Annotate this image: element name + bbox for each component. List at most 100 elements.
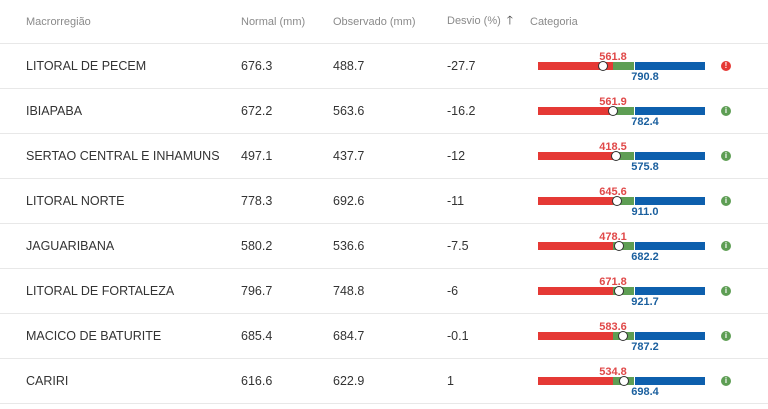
observed-marker — [618, 331, 629, 341]
category-bar — [538, 151, 705, 161]
above-segment — [635, 152, 705, 160]
deviation-value: -27.7 — [447, 59, 476, 73]
upper-threshold: 911.0 — [631, 206, 659, 218]
below-segment — [538, 107, 613, 115]
lower-threshold: 645.6 — [599, 186, 627, 198]
observed-marker — [610, 151, 621, 161]
upper-threshold: 698.4 — [631, 386, 659, 398]
upper-threshold: 575.8 — [631, 161, 659, 173]
above-segment — [635, 377, 705, 385]
normal-segment — [613, 152, 634, 160]
table-row: IBIAPABA 672.2 563.6 -16.2 561.9 782.4 i — [0, 89, 768, 134]
info-icon[interactable]: i — [721, 151, 731, 161]
header-normal[interactable]: Normal (mm) — [241, 15, 306, 28]
table-row: MACICO DE BATURITE 685.4 684.7 -0.1 583.… — [0, 314, 768, 359]
observed-value: 488.7 — [333, 59, 365, 73]
normal-value: 796.7 — [241, 284, 273, 298]
normal-value: 580.2 — [241, 239, 273, 253]
observed-value: 437.7 — [333, 149, 365, 163]
warning-icon[interactable]: ! — [721, 61, 731, 71]
region-name: SERTAO CENTRAL E INHAMUNS — [26, 149, 220, 163]
above-segment — [635, 107, 705, 115]
upper-threshold: 682.2 — [631, 251, 659, 263]
upper-threshold: 790.8 — [631, 71, 659, 83]
region-name: LITORAL NORTE — [26, 194, 125, 208]
category-bar — [538, 106, 705, 116]
category-bar — [538, 196, 705, 206]
info-icon[interactable]: i — [721, 286, 731, 296]
arrow-up-icon[interactable]: 🡑 — [506, 13, 514, 27]
below-segment — [538, 242, 613, 250]
table-row: JAGUARIBANA 580.2 536.6 -7.5 478.1 682.2… — [0, 224, 768, 269]
upper-threshold: 782.4 — [631, 116, 659, 128]
lower-threshold: 478.1 — [599, 231, 627, 243]
table-row: SERTAO CENTRAL E INHAMUNS 497.1 437.7 -1… — [0, 134, 768, 179]
lower-threshold: 534.8 — [599, 366, 627, 378]
deviation-value: -0.1 — [447, 329, 469, 343]
normal-value: 685.4 — [241, 329, 273, 343]
above-segment — [635, 197, 705, 205]
category-bar — [538, 286, 705, 296]
lower-threshold: 561.9 — [599, 96, 627, 108]
upper-threshold: 787.2 — [631, 341, 659, 353]
observed-value: 536.6 — [333, 239, 365, 253]
table-row: LITORAL NORTE 778.3 692.6 -11 645.6 911.… — [0, 179, 768, 224]
normal-value: 778.3 — [241, 194, 273, 208]
above-segment — [635, 332, 705, 340]
above-segment — [635, 242, 705, 250]
above-segment — [635, 62, 705, 70]
observed-value: 748.8 — [333, 284, 365, 298]
below-segment — [538, 377, 613, 385]
upper-threshold: 921.7 — [631, 296, 659, 308]
region-name: JAGUARIBANA — [26, 239, 115, 253]
normal-segment — [613, 62, 634, 70]
header-observed[interactable]: Observado (mm) — [333, 15, 416, 28]
info-icon[interactable]: i — [721, 331, 731, 341]
observed-marker — [598, 61, 609, 71]
observed-marker — [611, 196, 622, 206]
category-bar — [538, 61, 705, 71]
category-bar — [538, 241, 705, 251]
region-name: IBIAPABA — [26, 104, 83, 118]
deviation-value: -12 — [447, 149, 466, 163]
table-row: CARIRI 616.6 622.9 1 534.8 698.4 i — [0, 359, 768, 404]
region-name: MACICO DE BATURITE — [26, 329, 162, 343]
normal-segment — [613, 107, 634, 115]
observed-value: 563.6 — [333, 104, 365, 118]
header-region[interactable]: Macrorregião — [26, 15, 91, 28]
info-icon[interactable]: i — [721, 376, 731, 386]
observed-marker — [608, 106, 619, 116]
info-icon[interactable]: i — [721, 196, 731, 206]
lower-threshold: 418.5 — [599, 141, 627, 153]
observed-value: 622.9 — [333, 374, 365, 388]
table-header: Macrorregião Normal (mm) Observado (mm) … — [0, 0, 768, 44]
header-deviation[interactable]: Desvio (%) 🡑 — [447, 13, 514, 27]
normal-value: 676.3 — [241, 59, 273, 73]
info-icon[interactable]: i — [721, 106, 731, 116]
table-row: LITORAL DE FORTALEZA 796.7 748.8 -6 671.… — [0, 269, 768, 314]
lower-threshold: 561.8 — [599, 51, 627, 63]
deviation-value: -6 — [447, 284, 459, 298]
header-category[interactable]: Categoria — [530, 15, 578, 28]
category-bar — [538, 376, 705, 386]
table-row: LITORAL DE PECEM 676.3 488.7 -27.7 561.8… — [0, 44, 768, 89]
category-bar — [538, 331, 705, 341]
observed-value: 684.7 — [333, 329, 365, 343]
below-segment — [538, 332, 613, 340]
above-segment — [635, 287, 705, 295]
lower-threshold: 583.6 — [599, 321, 627, 333]
observed-marker — [614, 241, 625, 251]
normal-value: 616.6 — [241, 374, 273, 388]
deviation-value: 1 — [447, 374, 454, 388]
region-name: LITORAL DE PECEM — [26, 59, 147, 73]
deviation-value: -16.2 — [447, 104, 476, 118]
deviation-value: -7.5 — [447, 239, 469, 253]
region-name: LITORAL DE FORTALEZA — [26, 284, 175, 298]
below-segment — [538, 62, 613, 70]
info-icon[interactable]: i — [721, 241, 731, 251]
normal-value: 672.2 — [241, 104, 273, 118]
below-segment — [538, 287, 613, 295]
lower-threshold: 671.8 — [599, 276, 627, 288]
observed-marker — [619, 376, 630, 386]
below-segment — [538, 197, 613, 205]
